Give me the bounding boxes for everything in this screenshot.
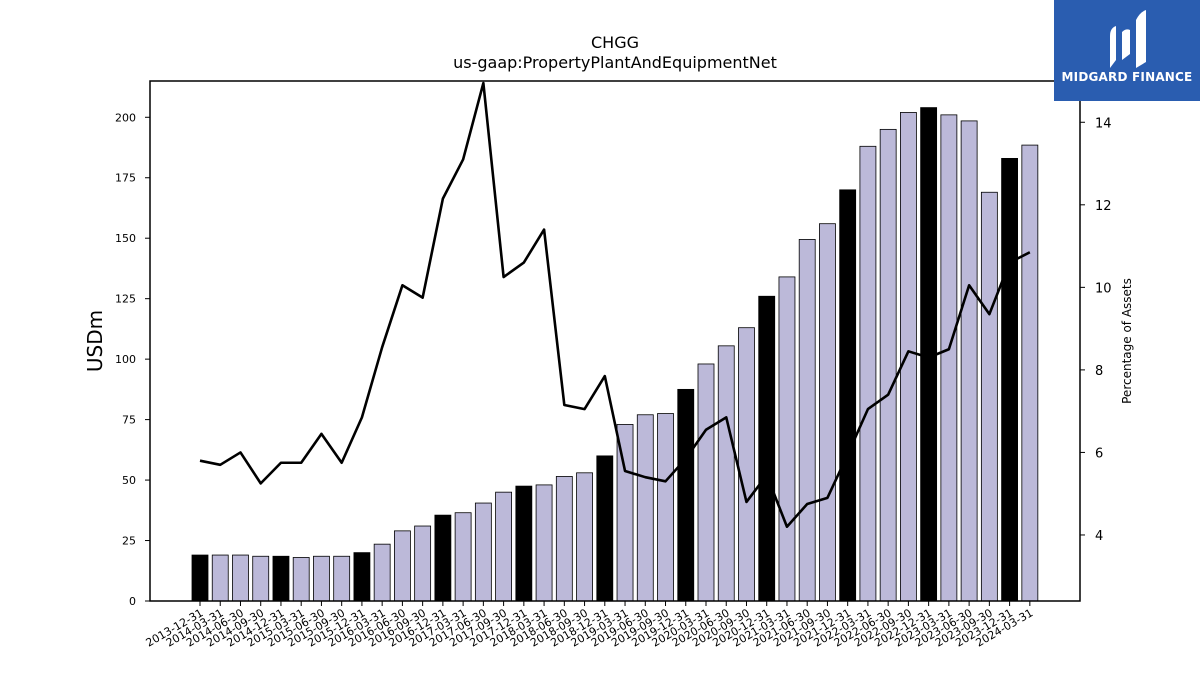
y-tick-label: 50 bbox=[122, 474, 136, 487]
bar bbox=[980, 191, 998, 602]
bar bbox=[738, 327, 755, 602]
bar bbox=[292, 557, 310, 602]
bar bbox=[778, 276, 796, 602]
bar bbox=[474, 502, 492, 602]
plot-frame bbox=[149, 80, 1081, 602]
bar bbox=[211, 554, 229, 602]
bar bbox=[495, 491, 513, 602]
bar bbox=[333, 555, 351, 602]
bar bbox=[859, 145, 877, 602]
bar bbox=[596, 455, 614, 602]
y-tick-label: 175 bbox=[115, 172, 136, 185]
bar bbox=[677, 388, 695, 602]
y-tick-label: 200 bbox=[115, 111, 136, 124]
bar bbox=[272, 555, 290, 602]
y2-tick-label: 14 bbox=[1095, 116, 1112, 131]
chart-subtitle: us-gaap:PropertyPlantAndEquipmentNet bbox=[453, 53, 777, 72]
y2-axis-ticks: 4 6 8 10 12 14 bbox=[1080, 116, 1112, 544]
bar bbox=[535, 484, 553, 602]
y-axis-label: USDm bbox=[83, 310, 107, 372]
line-series bbox=[199, 81, 1031, 529]
bar bbox=[191, 554, 209, 602]
y2-tick-label: 12 bbox=[1095, 199, 1112, 214]
y2-tick-label: 4 bbox=[1095, 529, 1103, 544]
bar bbox=[414, 525, 432, 602]
bar bbox=[232, 554, 249, 602]
midgard-logo-icon bbox=[1110, 10, 1146, 68]
bar bbox=[353, 552, 371, 602]
bar bbox=[798, 239, 816, 602]
bar bbox=[555, 476, 573, 602]
y2-axis-label: Percentage of Assets bbox=[1120, 278, 1134, 404]
x-axis-ticks: 2013-12-312014-03-312014-06-302014-09-30… bbox=[144, 601, 1035, 650]
bar bbox=[313, 555, 330, 602]
brand-logo: MIDGARD FINANCE bbox=[1054, 0, 1200, 101]
y-tick-label: 125 bbox=[115, 293, 136, 306]
bar bbox=[839, 189, 857, 602]
bar bbox=[252, 555, 270, 602]
bar bbox=[434, 514, 452, 602]
line-percentage-of-assets bbox=[199, 81, 1031, 529]
y2-tick-label: 8 bbox=[1095, 364, 1103, 379]
bar bbox=[940, 114, 958, 602]
bar bbox=[758, 295, 776, 602]
bar bbox=[576, 472, 593, 602]
bar bbox=[515, 485, 533, 602]
bar bbox=[879, 128, 897, 602]
brand-name: MIDGARD FINANCE bbox=[1061, 70, 1193, 84]
chart-title: CHGG bbox=[591, 33, 639, 52]
y-tick-label: 150 bbox=[115, 232, 136, 245]
bar bbox=[1001, 157, 1018, 602]
bar bbox=[454, 512, 472, 602]
y-tick-label: 0 bbox=[129, 595, 136, 608]
bar bbox=[373, 543, 391, 602]
bar bbox=[900, 112, 917, 602]
bar-series bbox=[191, 107, 1039, 602]
bar bbox=[1021, 144, 1039, 602]
bar bbox=[960, 120, 978, 602]
bar bbox=[393, 530, 411, 602]
bar bbox=[717, 345, 735, 602]
y2-tick-label: 6 bbox=[1095, 446, 1103, 461]
y-tick-label: 100 bbox=[115, 353, 136, 366]
bar bbox=[819, 223, 836, 602]
y-axis-ticks: 0 25 50 75 100 125 150 175 200 bbox=[115, 111, 150, 608]
y-tick-label: 75 bbox=[122, 414, 136, 427]
y2-tick-label: 10 bbox=[1095, 281, 1112, 296]
bar bbox=[636, 414, 654, 602]
bar bbox=[697, 363, 715, 602]
bar bbox=[657, 413, 674, 602]
y-tick-label: 25 bbox=[122, 535, 136, 548]
